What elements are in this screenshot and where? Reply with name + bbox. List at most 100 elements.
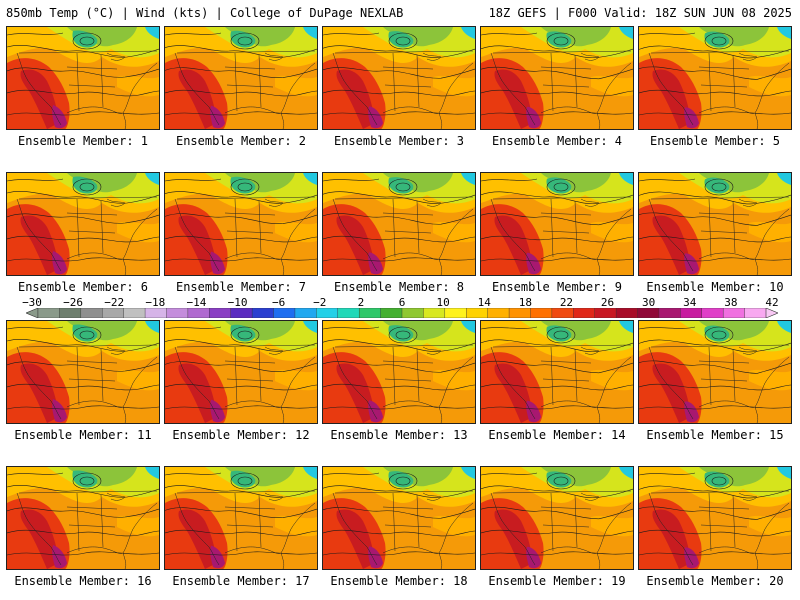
colorbar-tick-label: 18	[518, 296, 532, 309]
member-label: Ensemble Member: 20	[646, 574, 784, 588]
member-label: Ensemble Member: 9	[491, 280, 623, 294]
member-label: Ensemble Member: 2	[175, 134, 307, 148]
colorbar-max-arrow	[765, 308, 778, 318]
colorbar-swatch	[401, 308, 424, 318]
member-label: Ensemble Member: 11	[14, 428, 152, 442]
colorbar-swatch	[230, 308, 253, 318]
colorbar-swatch	[594, 308, 617, 318]
ensemble-map	[322, 172, 476, 276]
colorbar-swatch	[80, 308, 103, 318]
colorbar-swatch	[187, 308, 210, 318]
colorbar-swatch	[251, 308, 275, 318]
colorbar-swatch	[551, 308, 574, 318]
header-title: 850mb Temp (°C) | Wind (kts) | College o…	[6, 6, 404, 20]
ensemble-map	[6, 320, 160, 424]
colorbar-swatch	[722, 308, 746, 318]
ensemble-row-2: Ensemble Member: 6 Ensemble Member: 7 En…	[6, 172, 796, 302]
ensemble-row-1: Ensemble Member: 1 Ensemble Member: 2 En…	[6, 26, 796, 156]
ensemble-map	[480, 466, 634, 570]
colorbar-swatch	[423, 308, 446, 318]
colorbar-min-arrow	[26, 308, 39, 318]
member-label: Ensemble Member: 4	[491, 134, 623, 148]
colorbar-tick-label: 42	[765, 296, 779, 309]
colorbar-swatch	[573, 308, 596, 318]
member-label: Ensemble Member: 19	[488, 574, 626, 588]
colorbar-swatch	[444, 308, 467, 318]
member-label: Ensemble Member: 17	[172, 574, 310, 588]
colorbar-swatch	[123, 308, 146, 318]
ensemble-map	[6, 466, 160, 570]
colorbar-scale	[26, 308, 778, 318]
colorbar-swatch	[102, 308, 125, 318]
colorbar-swatch	[337, 308, 360, 318]
ensemble-row-4: Ensemble Member: 16 Ensemble Member: 17 …	[6, 466, 796, 596]
colorbar-swatch	[487, 308, 510, 318]
colorbar-tick-label: 38	[724, 296, 738, 309]
colorbar-tick-label: −10	[227, 296, 248, 309]
colorbar-tick-label: −6	[272, 296, 286, 309]
colorbar-swatch	[294, 308, 317, 318]
ensemble-map	[480, 26, 634, 130]
colorbar-swatch	[744, 308, 767, 318]
temperature-colorbar: −30 −26 −22 −18 −14 −10 −6 −2 2 6 10 14 18 22 26 30 34 38…	[6, 296, 796, 320]
ensemble-map	[164, 26, 318, 130]
colorbar-tick-label: 22	[559, 296, 574, 309]
colorbar-ticks: −30 −26 −22 −18 −14 −10 −6 −2 2 6 10 14 18 22 26 30 34 38…	[6, 296, 796, 309]
ensemble-map	[322, 26, 476, 130]
colorbar-swatch	[615, 308, 639, 318]
member-label: Ensemble Member: 6	[17, 280, 149, 294]
ensemble-map	[480, 320, 634, 424]
colorbar-tick-label: 6	[398, 296, 406, 309]
colorbar-swatch	[680, 308, 703, 318]
ensemble-map	[480, 172, 634, 276]
member-label: Ensemble Member: 3	[333, 134, 465, 148]
ensemble-map	[322, 466, 476, 570]
colorbar-tick-label: −14	[186, 296, 207, 309]
colorbar-tick-label: 30	[642, 296, 656, 309]
member-label: Ensemble Member: 12	[172, 428, 310, 442]
colorbar-tick-label: 26	[600, 296, 615, 309]
ensemble-map	[6, 172, 160, 276]
member-label: Ensemble Member: 8	[333, 280, 465, 294]
ensemble-map	[6, 26, 160, 130]
ensemble-map	[638, 172, 792, 276]
member-label: Ensemble Member: 15	[646, 428, 784, 442]
member-label: Ensemble Member: 5	[649, 134, 781, 148]
colorbar-swatch	[144, 308, 167, 318]
ensemble-map	[322, 320, 476, 424]
member-label: Ensemble Member: 18	[330, 574, 468, 588]
member-label: Ensemble Member: 1	[17, 134, 149, 148]
ensemble-map	[164, 466, 318, 570]
member-label: Ensemble Member: 16	[14, 574, 152, 588]
member-label: Ensemble Member: 13	[330, 428, 468, 442]
colorbar-swatch	[273, 308, 296, 318]
colorbar-swatch	[466, 308, 489, 318]
member-label: Ensemble Member: 10	[646, 280, 784, 294]
colorbar-tick-label: 34	[683, 296, 697, 309]
member-label: Ensemble Member: 7	[175, 280, 307, 294]
header-valid-time: 18Z GEFS | F000 Valid: 18Z SUN JUN 08 20…	[488, 6, 792, 20]
colorbar-swatch	[316, 308, 339, 318]
colorbar-tick-label: −2	[313, 296, 327, 309]
colorbar-swatch	[637, 308, 660, 318]
colorbar-swatch	[508, 308, 531, 318]
colorbar-swatch	[701, 308, 724, 318]
colorbar-swatch	[530, 308, 553, 318]
ensemble-row-3: Ensemble Member: 11 Ensemble Member: 12 …	[6, 320, 796, 450]
ensemble-map	[638, 320, 792, 424]
member-label: Ensemble Member: 14	[488, 428, 626, 442]
colorbar-tick-label: −22	[104, 296, 125, 309]
colorbar-tick-label: −18	[145, 296, 166, 309]
ensemble-map	[164, 172, 318, 276]
colorbar-tick-label: −26	[63, 296, 84, 309]
colorbar-swatch	[358, 308, 382, 318]
ensemble-map	[164, 320, 318, 424]
colorbar-swatch	[380, 308, 403, 318]
colorbar-swatch	[37, 308, 60, 318]
colorbar-tick-label: −30	[22, 296, 42, 309]
colorbar-tick-label: 14	[477, 296, 491, 309]
colorbar-swatch	[166, 308, 189, 318]
colorbar-swatch	[59, 308, 82, 318]
ensemble-map	[638, 26, 792, 130]
colorbar-tick-label: 10	[436, 296, 450, 309]
